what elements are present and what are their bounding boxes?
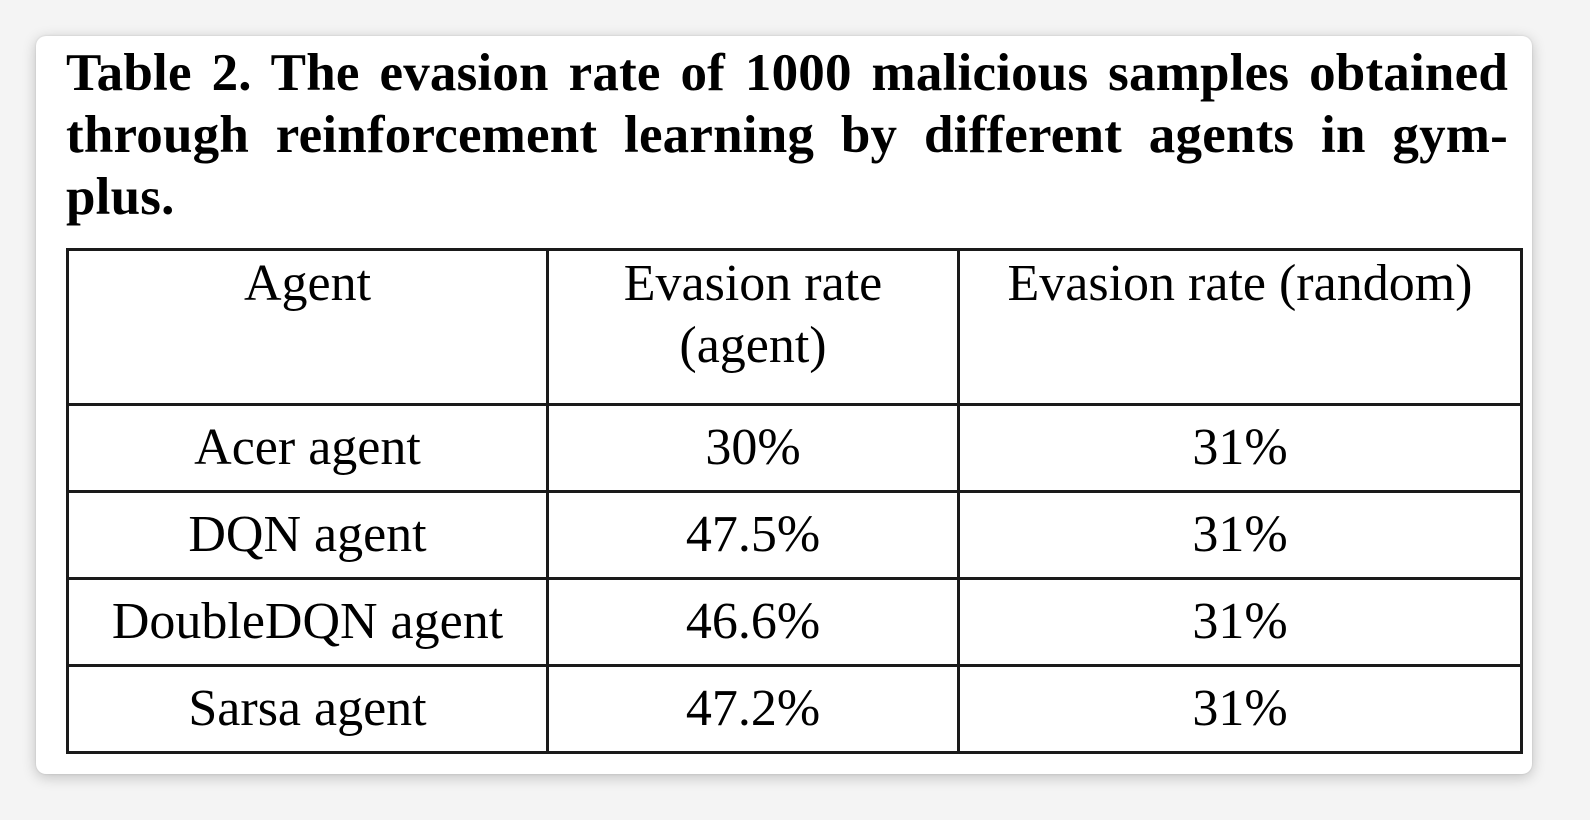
cell-evasion-rate-agent: 30% [546, 403, 960, 493]
header-evasion-rate-agent: Evasion rate (agent) [546, 248, 960, 406]
cell-agent: DoubleDQN agent [66, 577, 549, 667]
cell-agent: Acer agent [66, 403, 549, 493]
cell-evasion-rate-random: 31% [957, 664, 1523, 754]
cell-evasion-rate-random: 31% [957, 490, 1523, 580]
cell-agent: DQN agent [66, 490, 549, 580]
table-row: DoubleDQN agent 46.6% 31% [66, 577, 1523, 667]
table-caption: Table 2. The evasion rate of 1000 malici… [66, 44, 1508, 226]
cell-agent: Sarsa agent [66, 664, 549, 754]
table-row: Sarsa agent 47.2% 31% [66, 664, 1523, 754]
cell-evasion-rate-agent: 46.6% [546, 577, 960, 667]
cell-evasion-rate-agent: 47.5% [546, 490, 960, 580]
cell-evasion-rate-random: 31% [957, 577, 1523, 667]
header-evasion-rate-agent-line2: (agent) [679, 317, 827, 374]
header-evasion-rate-agent-line1: Evasion rate [623, 255, 883, 312]
evasion-rate-table: Agent Evasion rate (agent) Evasion rate … [66, 248, 1523, 754]
cell-evasion-rate-agent: 47.2% [546, 664, 960, 754]
header-evasion-rate-random: Evasion rate (random) [957, 248, 1523, 406]
header-agent: Agent [66, 248, 549, 406]
table-header-row: Agent Evasion rate (agent) Evasion rate … [66, 248, 1523, 406]
table-row: Acer agent 30% 31% [66, 403, 1523, 493]
table-card: Table 2. The evasion rate of 1000 malici… [36, 36, 1532, 774]
table-row: DQN agent 47.5% 31% [66, 490, 1523, 580]
cell-evasion-rate-random: 31% [957, 403, 1523, 493]
